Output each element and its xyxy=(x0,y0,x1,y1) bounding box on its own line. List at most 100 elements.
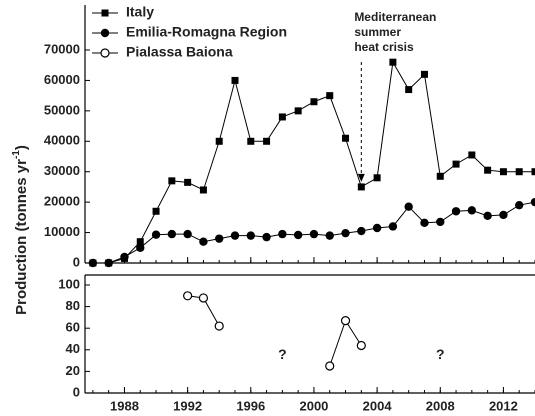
marker xyxy=(436,217,445,227)
marker xyxy=(356,340,366,351)
marker xyxy=(326,92,334,100)
y-tick-label: 10000 xyxy=(44,224,80,239)
y-tick-label: 100 xyxy=(58,276,80,291)
marker xyxy=(278,229,287,239)
y-tick-label: 40 xyxy=(66,341,80,356)
marker xyxy=(373,174,381,182)
marker xyxy=(405,86,413,94)
marker xyxy=(483,211,492,221)
annotation: ? xyxy=(436,346,445,362)
marker xyxy=(198,293,209,303)
y-tick-label: 0 xyxy=(73,254,80,269)
marker xyxy=(342,134,350,142)
marker xyxy=(372,223,382,233)
marker xyxy=(499,210,508,220)
marker xyxy=(310,98,318,106)
marker xyxy=(293,230,303,240)
annotation: Mediterranean xyxy=(354,10,436,24)
y-tick-label: 70000 xyxy=(44,41,80,56)
y-label-end: ) xyxy=(13,145,30,150)
marker xyxy=(262,232,271,242)
marker xyxy=(214,321,224,331)
marker xyxy=(531,168,535,176)
legend-label: Emilia-Romagna Region xyxy=(126,24,287,40)
y-tick-label: 40000 xyxy=(44,133,80,148)
marker xyxy=(294,107,302,115)
marker xyxy=(152,207,160,215)
marker xyxy=(499,168,507,176)
marker xyxy=(404,202,413,211)
marker xyxy=(100,28,110,38)
marker xyxy=(101,9,109,17)
marker xyxy=(247,137,255,145)
annotation: heat crisis xyxy=(354,40,414,54)
y-tick-label: 30000 xyxy=(44,163,80,178)
y-tick-label: 20000 xyxy=(44,194,80,209)
marker xyxy=(184,178,192,186)
marker xyxy=(263,137,271,145)
marker xyxy=(468,151,476,159)
y-tick-label: 0 xyxy=(73,384,80,399)
marker xyxy=(484,166,492,174)
marker xyxy=(215,137,223,145)
marker xyxy=(199,237,208,246)
marker xyxy=(183,229,192,239)
x-tick-label: 1992 xyxy=(173,398,202,413)
marker xyxy=(340,316,351,326)
marker xyxy=(231,76,239,84)
series-line xyxy=(187,295,362,367)
marker xyxy=(530,197,535,207)
marker xyxy=(515,200,524,210)
marker xyxy=(167,229,177,239)
annotation: summer xyxy=(354,25,401,39)
marker xyxy=(151,230,161,239)
y-tick-label: 80 xyxy=(66,298,80,313)
marker xyxy=(104,258,113,268)
marker xyxy=(215,234,224,243)
marker xyxy=(100,48,110,58)
marker xyxy=(136,238,144,246)
marker xyxy=(199,186,207,194)
marker xyxy=(120,252,129,262)
marker xyxy=(357,226,366,236)
x-tick-label: 2000 xyxy=(299,398,328,413)
x-tick-label: 2008 xyxy=(426,398,455,413)
marker xyxy=(467,206,477,215)
legend-label: Italy xyxy=(126,4,154,20)
marker xyxy=(357,183,365,191)
marker xyxy=(420,70,428,78)
marker xyxy=(389,58,397,66)
x-tick-label: 2012 xyxy=(489,398,518,413)
marker xyxy=(183,291,193,301)
annotation: ? xyxy=(278,346,287,362)
marker xyxy=(309,229,319,239)
marker xyxy=(278,113,286,121)
y-tick-label: 60000 xyxy=(44,72,80,87)
x-tick-label: 1988 xyxy=(110,398,139,413)
marker xyxy=(452,160,460,168)
marker xyxy=(168,177,176,185)
marker xyxy=(88,258,98,268)
marker xyxy=(388,222,398,231)
marker xyxy=(325,361,335,371)
y-label-sup: -1 xyxy=(11,150,22,159)
y-label-text: Production (tonnes yr xyxy=(13,159,30,315)
y-tick-label: 20 xyxy=(66,363,80,378)
x-tick-label: 1996 xyxy=(236,398,265,413)
marker xyxy=(451,207,461,216)
legend-label: Pialassa Baiona xyxy=(126,44,233,60)
y-tick-label: 50000 xyxy=(44,102,80,117)
y-tick-label: 60 xyxy=(66,320,80,335)
marker xyxy=(136,243,145,252)
marker xyxy=(436,172,444,180)
marker xyxy=(325,231,334,240)
arrow-head xyxy=(357,173,365,182)
marker xyxy=(420,218,429,228)
marker xyxy=(246,231,255,240)
marker xyxy=(341,228,350,238)
marker xyxy=(230,231,240,240)
marker xyxy=(515,168,523,176)
y-axis-label: Production (tonnes yr-1) xyxy=(11,145,30,315)
x-tick-label: 2004 xyxy=(363,398,393,413)
